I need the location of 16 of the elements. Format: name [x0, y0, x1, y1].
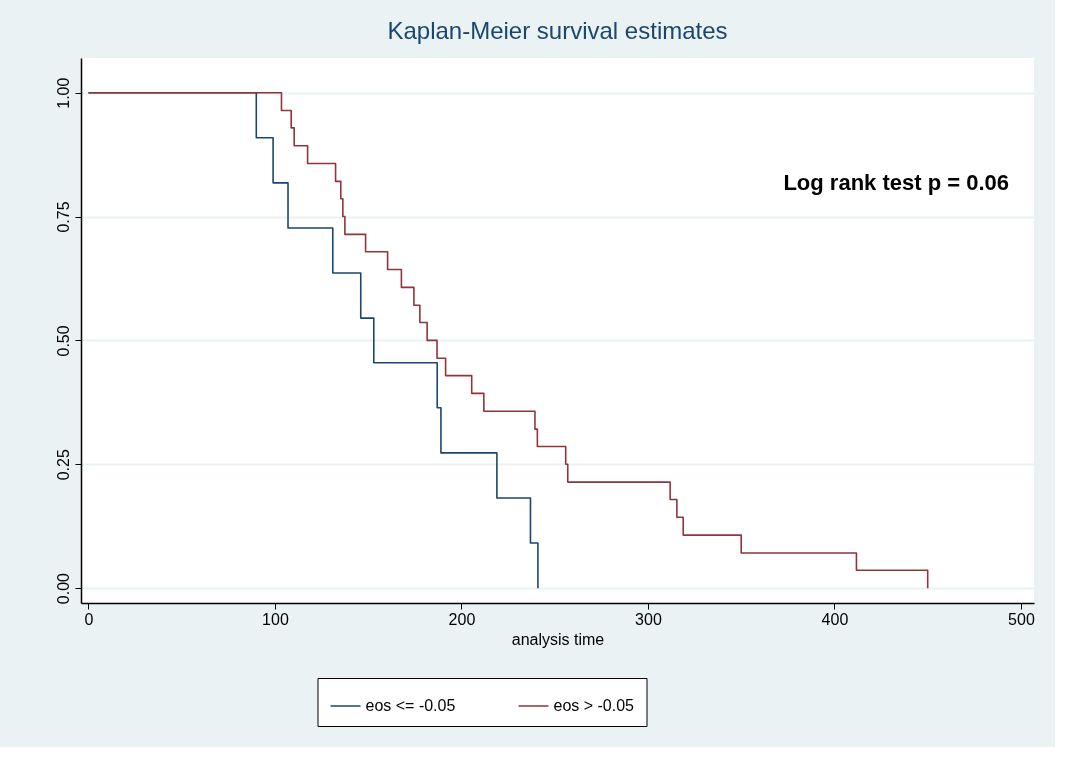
x-tick-label: 0 — [84, 610, 94, 628]
y-tick-label: 0.25 — [54, 449, 72, 481]
legend-label: eos <= -0.05 — [365, 697, 456, 714]
y-tick-label: 0.50 — [54, 325, 72, 357]
x-axis-title: analysis time — [511, 630, 605, 648]
legend-label: eos > -0.05 — [553, 697, 635, 714]
y-tick-label: 1.00 — [54, 77, 72, 109]
y-tick-label: 0.00 — [54, 572, 72, 605]
x-tick-label: 500 — [1008, 610, 1035, 628]
x-tick-label: 300 — [635, 610, 662, 628]
x-tick-label: 200 — [448, 610, 476, 628]
chart-title: Kaplan-Meier survival estimates — [387, 17, 728, 44]
x-tick-label: 400 — [821, 610, 849, 628]
x-tick-label: 100 — [262, 610, 289, 628]
y-tick-label: 0.75 — [54, 201, 72, 233]
annotation: Log rank test p = 0.06 — [783, 170, 1009, 195]
